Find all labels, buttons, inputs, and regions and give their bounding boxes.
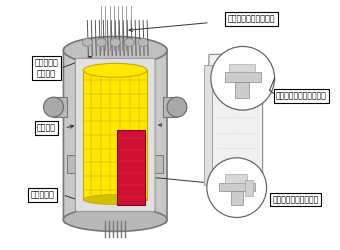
Bar (163, 97, 177, 117)
Bar (229, 64, 255, 72)
Bar (151, 155, 163, 173)
Ellipse shape (138, 38, 148, 46)
Ellipse shape (82, 38, 92, 46)
Circle shape (44, 97, 64, 117)
Bar (219, 183, 255, 191)
Circle shape (211, 46, 275, 110)
Text: 制御棒クラスタ案内管: 制御棒クラスタ案内管 (228, 14, 275, 23)
Bar (83, 70, 147, 200)
Ellipse shape (64, 208, 167, 232)
Ellipse shape (83, 194, 147, 204)
Bar (235, 82, 249, 98)
Bar (245, 180, 253, 196)
Bar (67, 155, 79, 173)
FancyBboxPatch shape (64, 46, 167, 224)
Bar (117, 130, 145, 204)
Circle shape (207, 158, 267, 218)
Ellipse shape (83, 63, 147, 77)
Text: 炉心そう: 炉心そう (37, 124, 56, 132)
Ellipse shape (110, 38, 120, 46)
Text: バレルフォーマボルト: バレルフォーマボルト (272, 195, 319, 204)
Ellipse shape (124, 38, 134, 46)
Ellipse shape (64, 36, 167, 64)
Text: バッフルフォーマボルト: バッフルフォーマボルト (276, 92, 327, 101)
Text: 炉内計装筒: 炉内計装筒 (31, 190, 54, 199)
Bar (231, 191, 243, 204)
Bar (53, 97, 67, 117)
Text: 原子炉容器
蓋用管台: 原子炉容器 蓋用管台 (35, 58, 58, 78)
Circle shape (167, 97, 187, 117)
FancyBboxPatch shape (209, 54, 262, 196)
FancyBboxPatch shape (75, 58, 155, 212)
Bar (204, 65, 212, 185)
Bar (225, 174, 247, 183)
Bar (225, 72, 261, 82)
Ellipse shape (96, 38, 106, 46)
